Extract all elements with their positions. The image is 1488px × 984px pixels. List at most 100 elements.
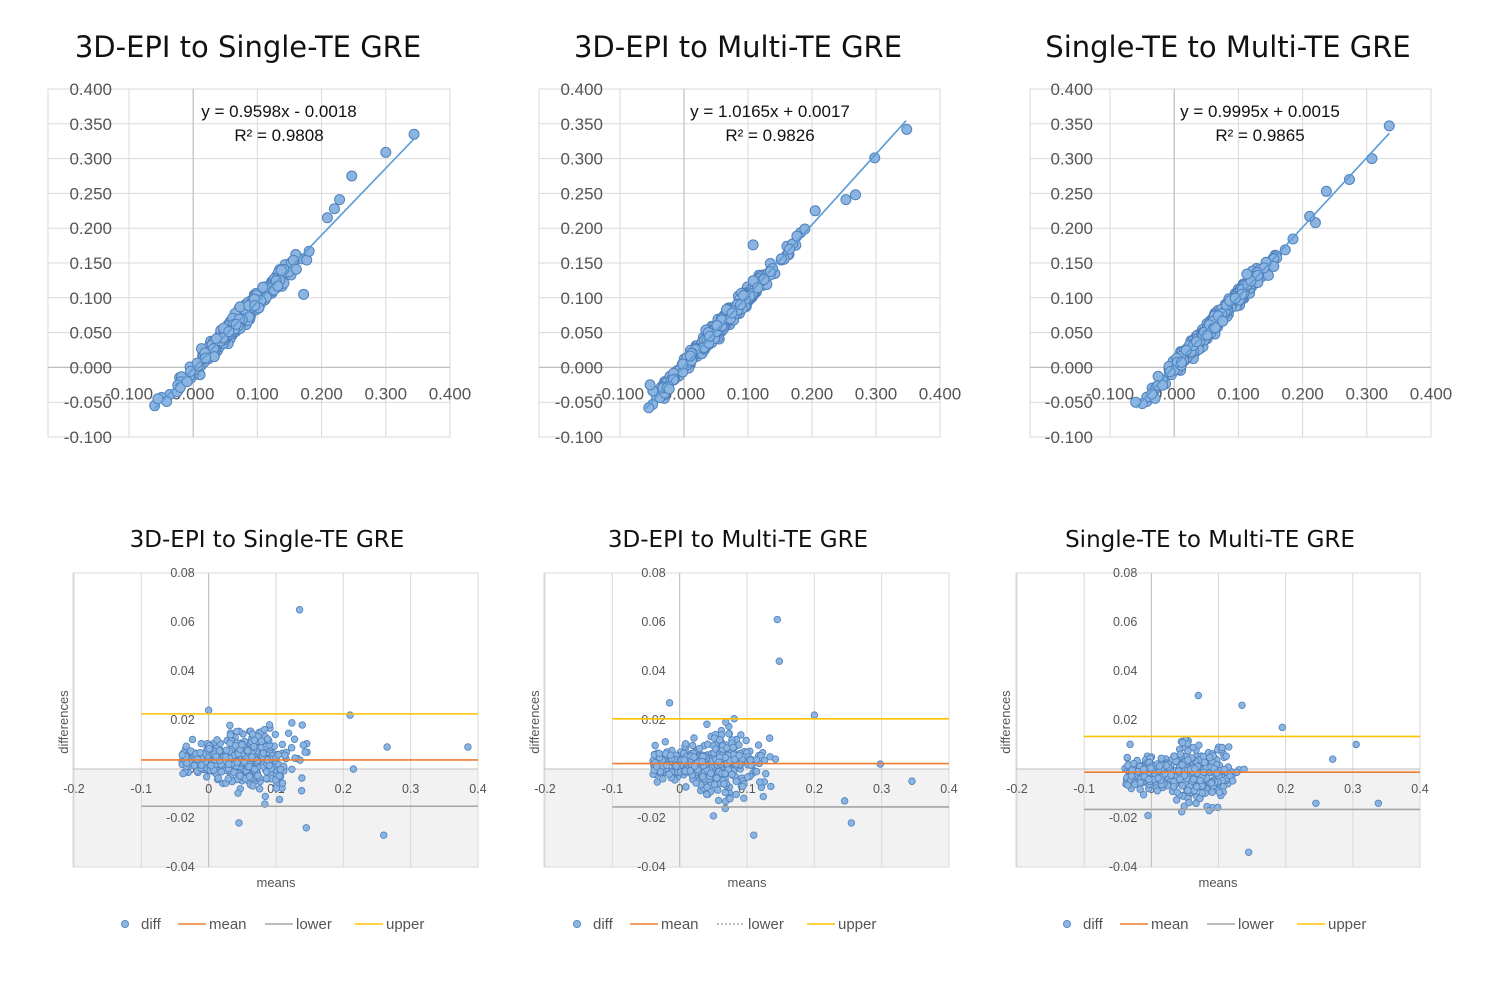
data-point	[1124, 761, 1132, 769]
data-point	[212, 752, 220, 761]
data-point	[298, 721, 306, 729]
data-point	[791, 230, 803, 242]
data-point	[1196, 794, 1204, 803]
y-tick-label: -0.050	[555, 393, 603, 412]
data-point	[205, 745, 213, 753]
data-point	[665, 699, 674, 707]
data-point	[721, 769, 729, 778]
data-point	[703, 783, 711, 791]
x-tick-label: 0.400	[1410, 384, 1453, 403]
x-tick-label: 0.2	[1277, 782, 1294, 796]
data-point	[197, 739, 206, 748]
data-point	[1213, 769, 1221, 777]
data-point	[758, 274, 770, 286]
data-point	[250, 736, 259, 744]
data-point	[1218, 743, 1226, 752]
x-tick-label: -0.1	[131, 782, 153, 796]
x-tick-label: 0.3	[873, 782, 890, 796]
data-point	[245, 762, 253, 771]
y-tick-label: 0.06	[641, 615, 665, 629]
data-point	[704, 330, 716, 342]
data-point	[214, 774, 222, 782]
data-point	[249, 782, 257, 790]
data-point	[236, 772, 244, 780]
data-point	[1174, 767, 1183, 775]
x-tick-label: 0.2	[335, 782, 352, 796]
data-point	[732, 790, 740, 799]
data-point	[735, 741, 743, 749]
y-tick-label: -0.050	[1045, 393, 1093, 412]
data-point	[1320, 185, 1332, 197]
data-point	[771, 755, 780, 763]
data-point	[810, 711, 819, 719]
data-point	[762, 770, 770, 778]
data-point	[695, 744, 704, 753]
data-point	[1173, 788, 1181, 796]
data-point	[245, 772, 254, 781]
data-point	[728, 770, 736, 779]
x-axis-label: means	[727, 875, 767, 890]
data-point	[301, 748, 309, 756]
data-point	[1193, 782, 1201, 791]
data-point	[152, 393, 164, 405]
r-squared: R² = 0.9808	[234, 126, 323, 145]
data-point	[257, 281, 269, 293]
data-point	[1145, 775, 1153, 784]
y-axis-label: differences	[998, 690, 1013, 754]
data-point	[1200, 758, 1209, 766]
x-tick-label: -0.2	[1006, 782, 1028, 796]
data-point	[730, 755, 739, 764]
data-point	[288, 765, 296, 773]
data-point	[183, 759, 191, 767]
data-point	[281, 751, 289, 759]
data-point	[1241, 268, 1253, 280]
data-point	[202, 773, 211, 781]
data-point	[346, 170, 358, 182]
y-tick-label: -0.100	[64, 428, 112, 447]
data-point	[773, 615, 781, 624]
data-point	[661, 738, 669, 746]
y-tick-label: 0.100	[1050, 289, 1093, 308]
chart-title: 3D-EPI to Multi-TE GRE	[608, 527, 868, 553]
data-point	[298, 774, 306, 782]
legend-label-diff: diff	[141, 916, 162, 933]
x-tick-label: -0.1	[1073, 782, 1095, 796]
y-tick-label: 0.300	[1050, 150, 1093, 169]
y-tick-label: 0.06	[170, 615, 194, 629]
y-tick-label: -0.04	[1109, 860, 1138, 874]
x-tick-label: 0.300	[365, 384, 408, 403]
data-point	[224, 775, 233, 783]
data-point	[709, 812, 718, 820]
data-point	[713, 774, 721, 782]
data-point	[1343, 173, 1355, 185]
data-point	[743, 773, 752, 781]
data-point	[1184, 756, 1192, 764]
x-tick-label: 0.2	[806, 782, 823, 796]
data-point	[1192, 799, 1200, 808]
chart-title: 3D-EPI to Multi-TE GRE	[574, 30, 902, 64]
data-point	[1147, 764, 1155, 772]
y-axis-label: differences	[56, 690, 71, 754]
y-tick-label: 0.250	[69, 184, 112, 203]
data-point	[231, 741, 240, 750]
data-point	[1155, 762, 1164, 770]
data-point	[725, 730, 733, 738]
data-point	[259, 749, 268, 757]
data-point	[226, 731, 234, 739]
y-tick-label: 0.08	[170, 566, 194, 580]
data-point	[334, 194, 346, 206]
x-axis-label: means	[1198, 875, 1238, 890]
data-point	[656, 768, 665, 776]
data-point	[272, 784, 281, 793]
data-point	[178, 751, 187, 759]
data-point	[181, 376, 193, 388]
data-point	[260, 725, 269, 734]
data-point	[278, 740, 287, 749]
data-point	[297, 787, 306, 795]
data-point	[1238, 701, 1246, 709]
data-point	[233, 727, 241, 736]
legend-label-upper: upper	[838, 916, 876, 933]
legend-label-diff: diff	[1083, 916, 1104, 933]
data-point	[1278, 723, 1287, 732]
data-point	[204, 706, 213, 714]
